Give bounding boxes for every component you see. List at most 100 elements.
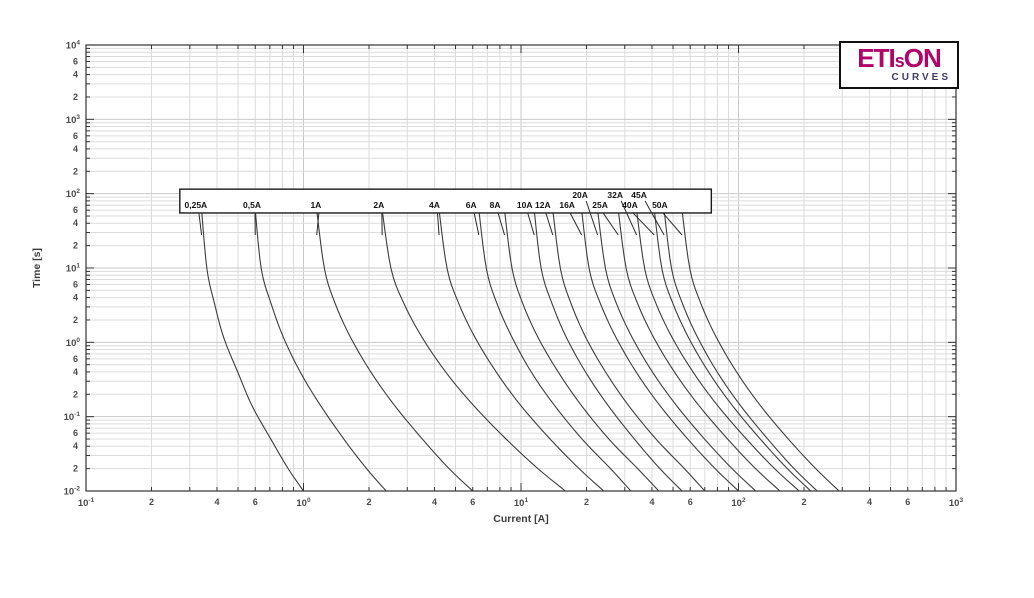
leader-8A (497, 212, 506, 236)
curve-label-8A: 8A (490, 200, 501, 210)
curve-label-16A: 16A (559, 200, 575, 210)
curve-40A (653, 210, 812, 492)
x-tick-label: 4 (649, 497, 654, 507)
y-tick-label: 103 (66, 114, 81, 126)
fuse-curves (201, 210, 840, 492)
curve-label-1A: 1A (310, 200, 321, 210)
y-tick-label: 6 (73, 354, 78, 364)
curve-label-box (179, 188, 713, 214)
plot-border (85, 44, 957, 492)
curve-8A (503, 210, 660, 492)
curve-45A (663, 210, 818, 492)
y-tick-label: 2 (73, 464, 78, 474)
curve-label-25A: 25A (592, 200, 608, 210)
leader-32A (620, 200, 638, 236)
x-tick-label: 6 (253, 497, 258, 507)
curve-50A (681, 210, 840, 492)
y-tick-label: 6 (73, 279, 78, 289)
curve-label-2A: 2A (373, 200, 384, 210)
y-tick-label: 4 (73, 144, 78, 154)
leader-45A (644, 200, 665, 236)
x-tick-label: 6 (905, 497, 910, 507)
x-tick-label: 103 (949, 497, 964, 509)
curve-12A (552, 210, 706, 492)
curve-1A (316, 210, 474, 492)
y-tick-label: 6 (73, 56, 78, 66)
leader-4A (436, 212, 440, 236)
x-tick-label: 102 (731, 497, 746, 509)
y-tick-label: 6 (73, 131, 78, 141)
x-tick-label: 100 (296, 497, 311, 509)
y-tick-label: 4 (73, 218, 78, 228)
x-tick-label: 6 (688, 497, 693, 507)
leader-25A (602, 212, 619, 236)
y-tick-label: 101 (66, 263, 81, 275)
x-tick-label: 2 (366, 497, 371, 507)
etison-logo-subtitle: CURVES (891, 72, 951, 83)
y-tick-label: 4 (73, 293, 78, 303)
curve-label-4A: 4A (429, 200, 440, 210)
x-tick-label: 101 (514, 497, 529, 509)
y-tick-label: 4 (73, 367, 78, 377)
curve-label-0,25A: 0,25A (185, 200, 208, 210)
axis-ticks (85, 44, 957, 492)
y-tick-label: 2 (73, 389, 78, 399)
leader-1A (316, 212, 320, 236)
curve-label-32A: 32A (607, 190, 623, 200)
etison-logo: ETIsON CURVES (839, 41, 959, 89)
y-tick-label: 2 (73, 241, 78, 251)
y-tick-label: 10-1 (64, 411, 81, 423)
y-tick-label: 2 (73, 166, 78, 176)
curve-4A (438, 210, 605, 492)
curve-label-10A: 10A (517, 200, 533, 210)
y-tick-label: 6 (73, 205, 78, 215)
curve-32A (636, 210, 800, 492)
x-tick-label: 4 (867, 497, 872, 507)
curve-20A (597, 210, 757, 492)
y-tick-label: 10-2 (64, 486, 81, 498)
curve-label-0,5A: 0,5A (243, 200, 261, 210)
leader-16A (569, 212, 583, 236)
x-tick-label: 4 (432, 497, 437, 507)
etison-logo-text: ETIsON (857, 43, 941, 73)
leader-0,25A (198, 212, 203, 236)
y-tick-label: 104 (66, 40, 81, 52)
curve-0,5A (254, 210, 387, 492)
x-tick-label: 2 (584, 497, 589, 507)
curve-10A (533, 210, 683, 492)
curve-6A (478, 210, 632, 492)
leader-10A (527, 212, 535, 236)
curve-label-6A: 6A (466, 200, 477, 210)
curve-label-20A: 20A (572, 190, 588, 200)
curve-2A (381, 210, 566, 492)
leader-50A (662, 212, 683, 236)
curve-16A (581, 210, 739, 492)
curve-label-12A: 12A (535, 200, 551, 210)
y-tick-label: 4 (73, 441, 78, 451)
y-tick-label: 2 (73, 92, 78, 102)
curve-0,25A (201, 210, 304, 492)
x-tick-label: 6 (470, 497, 475, 507)
x-tick-label: 2 (149, 497, 154, 507)
y-tick-label: 102 (66, 188, 81, 200)
x-tick-label: 4 (214, 497, 219, 507)
leader-12A (545, 212, 554, 236)
y-tick-label: 4 (73, 70, 78, 80)
y-tick-label: 2 (73, 315, 78, 325)
y-tick-label: 6 (73, 428, 78, 438)
leader-6A (473, 212, 480, 236)
leader-20A (585, 200, 599, 236)
leader-40A (632, 212, 655, 236)
curve-25A (617, 210, 781, 492)
curve-label-50A: 50A (652, 200, 668, 210)
x-axis-title: Current [A] (493, 513, 548, 525)
x-tick-label: 2 (801, 497, 806, 507)
y-axis-title: Time [s] (31, 248, 43, 288)
y-tick-label: 100 (66, 337, 81, 349)
curve-label-45A: 45A (631, 190, 647, 200)
